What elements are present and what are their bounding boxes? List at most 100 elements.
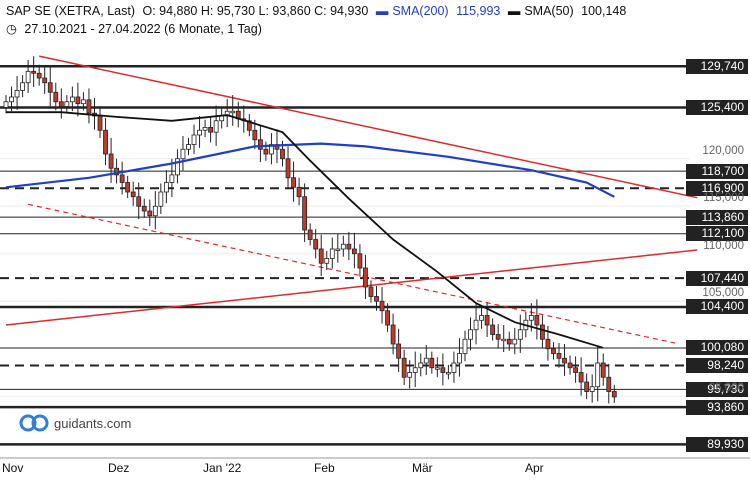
candle-body [141, 205, 147, 212]
candle-body [130, 191, 136, 198]
candle-body [545, 338, 551, 350]
candle-body [169, 174, 175, 183]
x-tick-label: Dez [108, 461, 130, 475]
level-label: 125,400 [686, 99, 748, 115]
candle-body [296, 186, 302, 198]
candle-body [357, 253, 363, 269]
candle-body [69, 96, 75, 103]
candle-body [285, 158, 291, 179]
candle-body [595, 362, 601, 388]
y-tick-label: 95,000 [708, 382, 744, 395]
logo-text: guidants.com [54, 415, 132, 431]
candle-body [9, 96, 14, 103]
candle-body [302, 196, 308, 231]
symbol-title: SAP SE (XETRA, Last) [6, 4, 135, 18]
level-label: 104,400 [686, 299, 748, 315]
candle-body [213, 120, 219, 133]
candle-body [42, 77, 48, 84]
candle-body [578, 372, 584, 383]
candle-body [423, 357, 429, 364]
grid-lines [0, 158, 750, 459]
date-range: 27.10.2021 - 27.04.2022 (6 Monate, 1 Tag… [24, 22, 262, 36]
sma200-line [5, 142, 615, 198]
candle-body [440, 367, 446, 373]
candle-body [318, 248, 324, 264]
candle-body [501, 338, 507, 342]
candle-body [257, 139, 263, 150]
y-tick-label: 115,000 [703, 192, 744, 205]
candle-body [329, 248, 335, 259]
candle-body [451, 362, 457, 373]
candle-body [457, 353, 462, 364]
candle-body [484, 315, 490, 326]
candle-body [473, 319, 479, 331]
candle-body [269, 144, 274, 155]
candle-body [64, 101, 70, 107]
candle-body [517, 329, 523, 340]
candle-body [534, 315, 540, 326]
candle-body [412, 367, 418, 373]
candle-body [125, 182, 131, 193]
candle-body [230, 110, 236, 114]
level-label: 95,730 [686, 381, 748, 397]
candle-body [346, 243, 352, 250]
candle-body [25, 70, 31, 84]
trend-line [39, 55, 698, 199]
candle-body [58, 101, 64, 107]
candle-body [180, 148, 186, 160]
candle-body [551, 348, 556, 354]
guidants-logo: guidants.com [18, 413, 131, 433]
candle-body [562, 357, 567, 364]
level-label: 100,080 [686, 340, 748, 356]
candle-body [175, 158, 180, 176]
candle-body [36, 72, 42, 79]
candle-body [351, 248, 357, 255]
candle-body [252, 129, 258, 141]
candle-body [186, 144, 191, 150]
candle-body [468, 329, 473, 340]
candle-body [556, 353, 562, 359]
level-label: 113,860 [686, 209, 748, 225]
candle-body [263, 148, 269, 155]
candle-body [429, 357, 435, 369]
candle-body [589, 386, 595, 392]
candle-body [81, 99, 86, 105]
sma200-value: 115,993 [456, 4, 501, 18]
y-tick-label: 105,000 [702, 287, 744, 300]
x-tick-label: Jan '22 [203, 461, 242, 475]
candle-body [418, 362, 424, 369]
candle-body [246, 120, 252, 131]
candle-body [136, 196, 142, 207]
level-label: 129,740 [686, 58, 748, 74]
range-info: ◷ 27.10.2021 - 27.04.2022 (6 Monate, 1 T… [6, 21, 266, 36]
trend-line [27, 203, 676, 344]
candle-body [606, 376, 612, 392]
guidants-logo-icon [19, 414, 49, 432]
y-tick-label: 110,000 [703, 239, 744, 252]
candle-body [86, 99, 92, 114]
candle-body [158, 191, 164, 207]
sma200-legend-swatch: ▬ [375, 4, 389, 18]
candle-body [445, 372, 451, 375]
candle-body [97, 115, 103, 131]
candle-body [191, 134, 197, 145]
trend-line [5, 249, 698, 326]
candle-body [335, 248, 341, 251]
candle-body [163, 182, 169, 193]
candle-body [611, 391, 617, 398]
sma50-legend-swatch: ▬ [507, 4, 521, 18]
candle-body [506, 338, 512, 345]
y-tick-label: 120,000 [702, 144, 744, 157]
chart-header: SAP SE (XETRA, Last) O: 94,880 H: 95,730… [6, 4, 630, 18]
candle-body [540, 324, 545, 340]
candle-body [379, 300, 385, 312]
candle-body [512, 338, 518, 345]
candle-body [152, 205, 158, 217]
sma50-label: SMA(50) [524, 4, 574, 18]
candle-body [368, 286, 374, 297]
sma200-label: SMA(200) [392, 4, 449, 18]
candle-body [14, 89, 20, 98]
candle-body [31, 70, 37, 74]
candle-body [363, 267, 368, 288]
support-resistance-lines [0, 64, 690, 446]
